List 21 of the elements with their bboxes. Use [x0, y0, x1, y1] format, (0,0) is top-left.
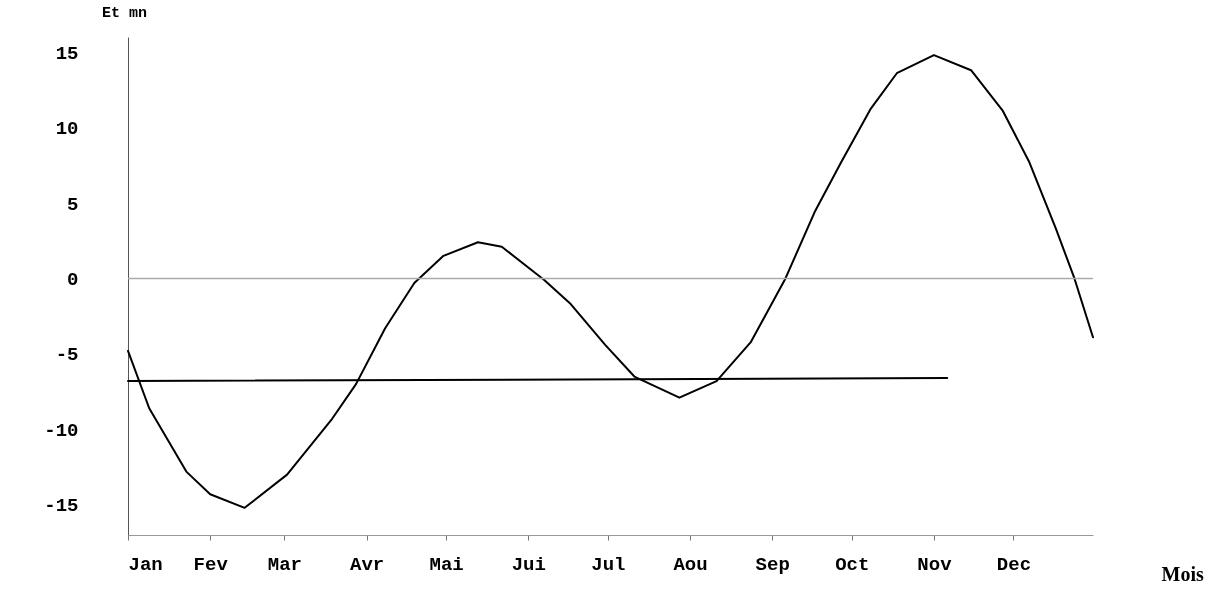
x-tick-label: Jui — [511, 553, 546, 576]
y-tick-label: 10 — [55, 118, 79, 141]
x-tick-label: Dec — [996, 553, 1032, 576]
x-tick-label: Aou — [673, 553, 708, 576]
y-tick-label: 0 — [67, 268, 79, 291]
y-axis-title: Et mn — [101, 4, 148, 22]
x-tick-label: Jan — [128, 553, 163, 576]
y-tick-label: -10 — [44, 419, 79, 442]
y-tick-label: -5 — [55, 344, 79, 367]
x-tick-label: Fev — [193, 553, 229, 576]
x-tick-label: Sep — [755, 553, 790, 576]
y-tick-label: -15 — [44, 495, 79, 518]
x-tick-label: Mai — [429, 553, 464, 576]
x-tick-label: Jul — [591, 553, 626, 576]
x-axis-title: Mois — [1161, 562, 1204, 585]
x-tick-label: Avr — [349, 553, 385, 576]
y-tick-label: 5 — [67, 193, 79, 216]
x-tick-label: Mar — [267, 553, 303, 576]
x-tick-label: Nov — [917, 553, 953, 576]
y-tick-label: 15 — [55, 42, 79, 65]
x-tick-label: Oct — [835, 553, 870, 576]
